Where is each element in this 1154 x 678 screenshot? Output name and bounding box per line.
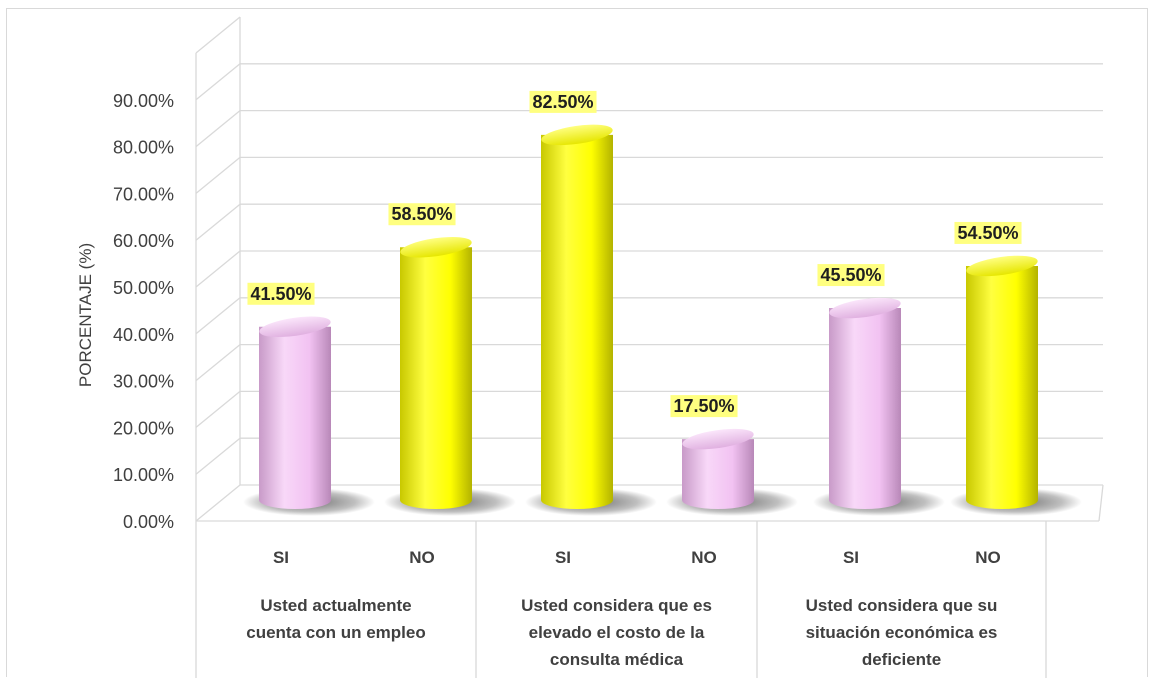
bar [259,326,331,509]
y-tick-label: 40.00% [113,325,174,345]
y-axis: 0.00% 10.00% 20.00% 30.00% 40.00% 50.00% 60.00… [113,17,241,532]
group-label: Usted considera que es [521,596,712,615]
data-label-highlight [247,282,315,305]
data-label-highlight [388,203,456,226]
group-label: elevado el costo de la [529,623,705,642]
data-label-highlight [954,221,1022,244]
gridline-side [195,203,241,241]
bar [829,308,901,509]
bar-top [829,297,901,319]
y-tick-label: 0.00% [123,512,174,532]
gridline-side [195,344,241,382]
bar [400,247,472,509]
group-label: Usted considera que su [806,596,998,615]
y-tick-label: 90.00% [113,91,174,111]
y-tick-label: 50.00% [113,278,174,298]
y-tick-label: 20.00% [113,418,174,438]
category-label: SI [273,548,289,567]
y-axis-title: PORCENTAJE (%) [76,243,95,387]
category-label: NO [975,548,1001,567]
gridline-side [195,156,241,194]
floor-edge-side [1098,484,1104,522]
bar-top [259,316,331,338]
gridline-side [195,63,241,101]
y-tick-label: 30.00% [113,372,174,392]
y-tick-label: 10.00% [113,465,174,485]
gridline-side [195,16,241,54]
bars [243,124,1082,516]
bar-top [400,236,472,258]
bar-top [541,124,613,146]
y-tick-label: 80.00% [113,138,174,158]
data-label: 17.50% [673,396,734,416]
data-label: 54.50% [957,223,1018,243]
bar-top [682,428,754,450]
gridline-side [195,484,241,522]
gridline-side [195,390,241,428]
y-tick-label: 70.00% [113,184,174,204]
data-labels: 41.50% 58.50% 82.50% 17.50% 45.50% 54.50% [247,90,1022,418]
category-label: NO [409,548,435,567]
data-label: 45.50% [820,265,881,285]
gridline-side [195,297,241,335]
data-label: 82.50% [532,92,593,112]
bar [682,439,754,509]
grid-lines [195,16,1104,522]
data-label: 41.50% [250,284,311,304]
bar [541,134,613,509]
group-label: consulta médica [550,650,684,669]
y-tick-label: 60.00% [113,231,174,251]
category-label: NO [691,548,717,567]
gridline-side [195,437,241,475]
bar [966,265,1038,509]
category-label: SI [843,548,859,567]
data-label-highlight [670,395,738,418]
group-label: Usted actualmente [260,596,411,615]
category-axis: Usted actualmente cuenta con un empleo SI N… [195,521,1047,678]
group-label: deficiente [862,650,941,669]
gridline-side [195,250,241,288]
group-label: situación económica es [806,623,998,642]
bar-top [966,255,1038,277]
data-label: 58.50% [391,204,452,224]
data-label-highlight [817,264,885,287]
gridline-side [195,110,241,148]
data-label-highlight [529,90,597,113]
category-label: SI [555,548,571,567]
group-label: cuenta con un empleo [246,623,425,642]
